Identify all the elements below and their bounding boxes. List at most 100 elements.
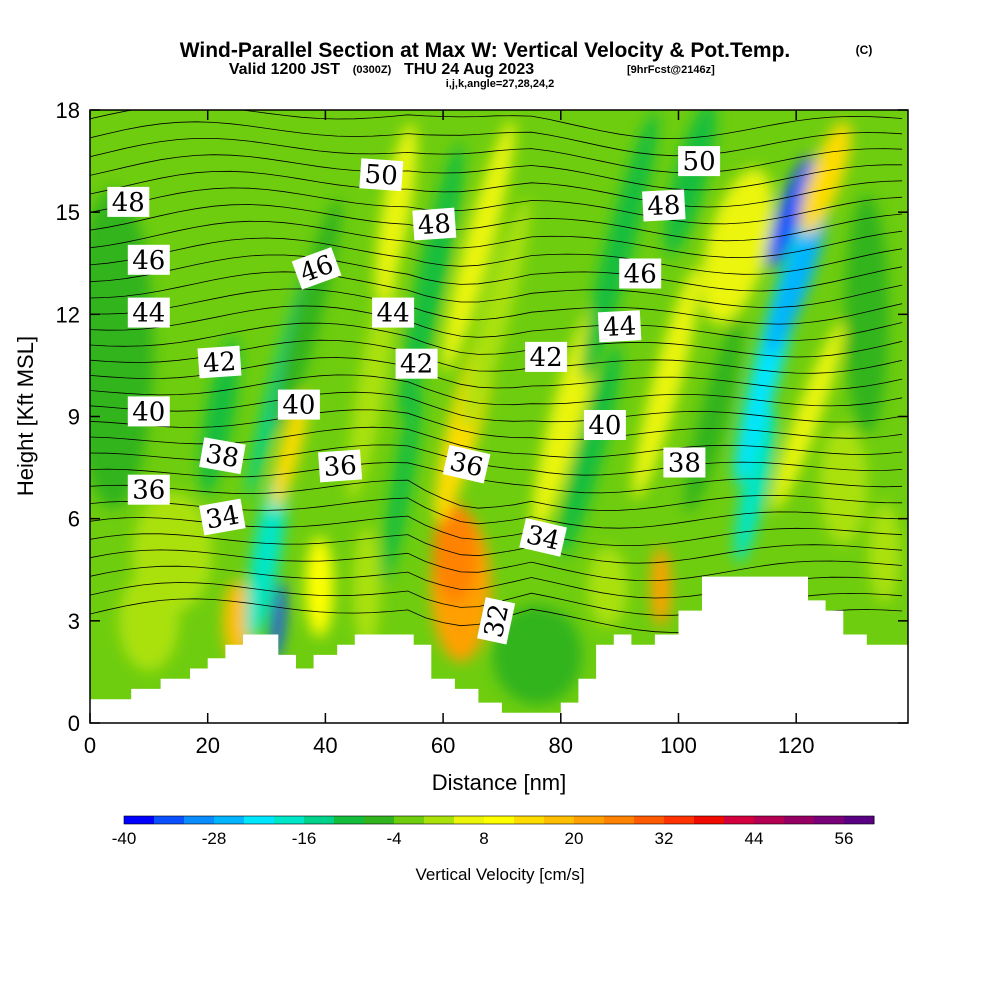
- contour-label-text: 42: [530, 343, 563, 373]
- x-tick-label: 120: [778, 733, 815, 758]
- colorbar-swatch: [724, 816, 755, 824]
- contour-label-text: 38: [203, 439, 241, 474]
- contour-label-text: 42: [202, 347, 237, 379]
- contour-label-box: [519, 518, 567, 557]
- contour-label-box: [597, 310, 642, 343]
- contour-label-box: [199, 437, 246, 475]
- velocity-shade: [766, 155, 814, 269]
- colorbar-swatch: [424, 816, 455, 824]
- contour-label-text: 40: [588, 411, 621, 441]
- isentrope-line: [90, 187, 903, 225]
- contour-label-box: [197, 345, 242, 379]
- contour-label-box: [583, 410, 626, 440]
- contour-label-text: 36: [323, 451, 358, 483]
- contour-label-box: [107, 186, 150, 217]
- colorbar-swatch: [364, 816, 395, 824]
- isentrope-line: [90, 391, 903, 423]
- colorbar-swatch: [304, 816, 335, 824]
- contour-label-text: 44: [132, 299, 165, 329]
- contour-label: 46: [127, 244, 170, 276]
- velocity-shade: [375, 123, 417, 301]
- isentrope-line: [90, 220, 903, 259]
- contour-label: 50: [359, 158, 404, 192]
- colorbar-tick-label: 32: [655, 829, 674, 848]
- contour-label: 48: [412, 207, 457, 241]
- colorbar-tick-label: -40: [112, 829, 137, 848]
- y-axis-title: Height [Kft MSL]: [13, 336, 38, 496]
- velocity-shade: [245, 464, 288, 642]
- colorbar-swatch: [814, 816, 845, 824]
- isentrope-line: [90, 254, 903, 292]
- colorbar-tick-label: 8: [479, 829, 488, 848]
- colorbar-swatch: [484, 816, 515, 824]
- contour-label-text: 36: [132, 476, 165, 506]
- colorbar-swatch: [214, 816, 245, 824]
- valid-time-utc: (0300Z): [353, 64, 392, 76]
- isentrope-line: [90, 322, 903, 358]
- contour-label-box: [127, 396, 170, 427]
- velocity-shade: [118, 570, 179, 671]
- contour-label: 44: [127, 297, 170, 329]
- colorbar-swatch: [274, 816, 305, 824]
- velocity-shade: [844, 194, 889, 435]
- colorbar-swatch: [124, 816, 155, 824]
- contour-label-text: 46: [624, 260, 657, 290]
- isentrope-line: [90, 288, 903, 325]
- terrain-mask: [90, 576, 908, 723]
- colorbar-swatch: [244, 816, 275, 824]
- colorbar-swatch: [454, 816, 485, 824]
- contour-label-box: [619, 258, 662, 289]
- isentrope-lines: [90, 110, 903, 633]
- isentrope-line: [90, 110, 903, 140]
- colorbar-swatch: [664, 816, 695, 824]
- contour-label: 44: [597, 310, 642, 343]
- colorbar-tick-label: -16: [292, 829, 317, 848]
- contour-label-text: 32: [479, 602, 515, 641]
- contour-label: 40: [277, 389, 320, 421]
- colorbar-swatch: [784, 816, 815, 824]
- copyright-mark: (C): [856, 43, 873, 57]
- colorbar-tick-label: -28: [202, 829, 227, 848]
- x-axis: 0 20 40 60 80 100 120: [84, 110, 815, 758]
- velocity-shade: [632, 266, 701, 499]
- contour-label-text: 44: [377, 299, 410, 329]
- contour-label-box: [678, 146, 721, 177]
- colorbar-swatch: [634, 816, 665, 824]
- contour-label-box: [127, 297, 170, 328]
- contour-label: 34: [199, 498, 246, 536]
- velocity-shade: [271, 392, 309, 509]
- velocity-shade: [650, 546, 671, 627]
- velocity-shade: [701, 168, 773, 324]
- contour-label-text: 48: [112, 188, 145, 218]
- contour-label: 34: [519, 518, 567, 557]
- contour-label-text: 40: [282, 391, 315, 421]
- colorbar-title: Vertical Velocity [cm/s]: [415, 865, 584, 884]
- contour-label: 38: [663, 447, 706, 479]
- contour-label: 40: [127, 396, 170, 427]
- isentrope-line: [90, 462, 903, 494]
- contour-label-box: [277, 389, 320, 420]
- colorbar-swatch: [844, 816, 875, 824]
- contour-label-box: [525, 341, 568, 372]
- valid-date: THU 24 Aug 2023: [404, 61, 534, 78]
- contour-label: 42: [525, 341, 568, 373]
- isentrope-line: [90, 138, 903, 174]
- contour-label-text: 36: [447, 447, 486, 484]
- velocity-shade: [90, 188, 154, 509]
- isentrope-line: [90, 271, 903, 308]
- contour-label: 40: [583, 410, 626, 441]
- x-tick-label: 100: [660, 733, 697, 758]
- y-tick-label: 15: [56, 200, 80, 225]
- velocity-shade: [800, 121, 852, 235]
- colorbar-swatch: [334, 816, 365, 824]
- contour-label: 46: [291, 247, 342, 290]
- contour-label: 38: [199, 437, 246, 475]
- contour-label-text: 42: [400, 350, 433, 380]
- velocity-shade: [868, 502, 901, 603]
- isentrope-line: [90, 549, 903, 582]
- contour-label-text: 50: [683, 147, 716, 177]
- isentrope-line: [90, 479, 903, 511]
- contour-label-box: [318, 449, 363, 483]
